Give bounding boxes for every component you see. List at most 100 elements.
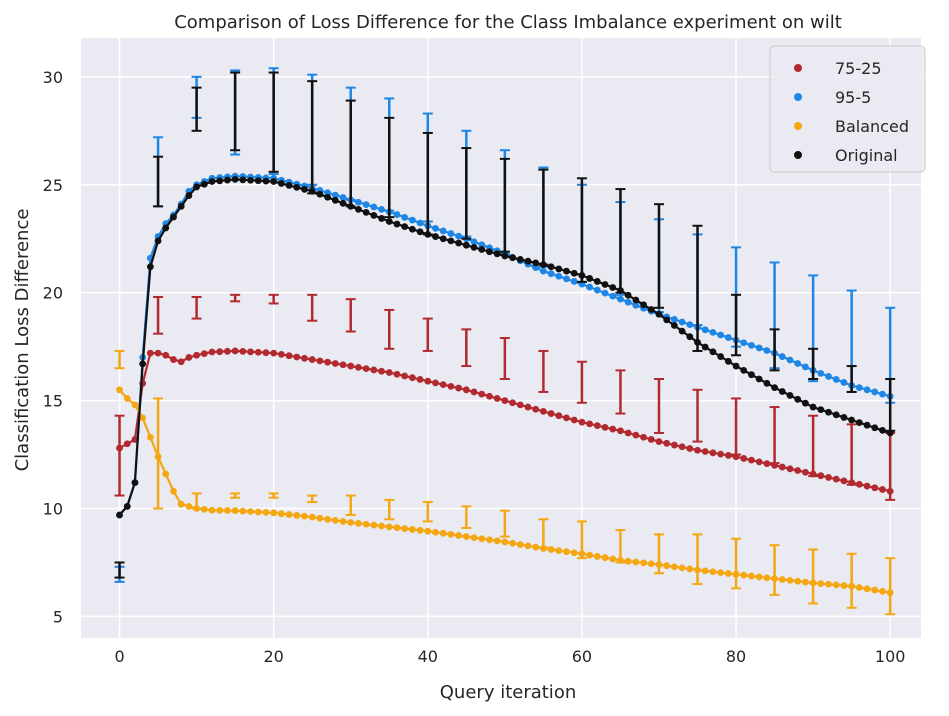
data-point bbox=[863, 585, 871, 593]
data-point bbox=[393, 524, 401, 532]
data-point bbox=[670, 441, 678, 449]
data-point bbox=[509, 399, 516, 407]
legend-label: 95-5 bbox=[835, 88, 871, 107]
data-point bbox=[408, 526, 416, 533]
data-point bbox=[748, 371, 755, 379]
data-point bbox=[324, 193, 332, 201]
data-point bbox=[771, 384, 778, 392]
data-point bbox=[640, 301, 647, 309]
data-point bbox=[624, 291, 632, 299]
data-point bbox=[331, 360, 339, 367]
x-tick-label: 40 bbox=[418, 647, 438, 666]
data-point bbox=[131, 479, 139, 487]
data-point bbox=[254, 348, 262, 356]
data-point bbox=[116, 511, 123, 519]
data-point bbox=[539, 267, 547, 275]
series-3 bbox=[114, 71, 896, 579]
data-point bbox=[193, 505, 200, 512]
data-point bbox=[154, 237, 162, 245]
legend-marker bbox=[794, 64, 802, 72]
data-point bbox=[786, 465, 794, 473]
data-point bbox=[863, 421, 871, 429]
data-point bbox=[632, 296, 640, 304]
data-point bbox=[763, 574, 771, 582]
data-point bbox=[778, 576, 786, 583]
data-point bbox=[347, 202, 355, 210]
data-point bbox=[593, 553, 601, 560]
data-point bbox=[370, 521, 378, 529]
data-point bbox=[208, 506, 216, 514]
data-point bbox=[231, 347, 239, 355]
y-tick-label: 5 bbox=[53, 607, 63, 626]
data-point bbox=[609, 425, 617, 433]
data-point bbox=[424, 377, 432, 385]
data-point bbox=[509, 254, 516, 262]
data-point bbox=[840, 379, 848, 386]
data-point bbox=[717, 331, 725, 339]
data-point bbox=[432, 224, 439, 232]
data-point bbox=[809, 579, 817, 587]
data-point bbox=[486, 536, 493, 544]
data-point bbox=[331, 191, 339, 199]
data-point bbox=[224, 347, 231, 355]
data-point bbox=[355, 205, 362, 213]
data-point bbox=[586, 283, 594, 291]
data-point bbox=[855, 584, 863, 591]
data-point bbox=[362, 208, 370, 216]
data-point bbox=[277, 510, 285, 518]
data-point bbox=[200, 350, 208, 358]
data-point bbox=[509, 539, 516, 547]
data-point bbox=[855, 480, 863, 488]
data-point bbox=[270, 178, 278, 185]
data-point bbox=[601, 281, 609, 288]
data-point bbox=[316, 357, 324, 365]
data-point bbox=[301, 512, 308, 520]
data-point bbox=[247, 348, 254, 356]
legend-marker bbox=[794, 122, 802, 130]
data-point bbox=[802, 399, 809, 407]
data-point bbox=[578, 550, 586, 558]
data-point bbox=[116, 386, 123, 394]
data-point bbox=[378, 522, 385, 530]
x-tick-label: 20 bbox=[263, 647, 283, 666]
data-point bbox=[277, 180, 285, 187]
data-point bbox=[570, 416, 578, 424]
data-point bbox=[123, 395, 131, 402]
data-point bbox=[316, 190, 324, 198]
data-point bbox=[686, 333, 694, 341]
data-point bbox=[686, 445, 694, 452]
legend-marker bbox=[794, 93, 802, 101]
data-point bbox=[185, 502, 193, 510]
data-point bbox=[547, 263, 555, 271]
data-point bbox=[432, 528, 439, 536]
data-point bbox=[116, 444, 123, 452]
data-point bbox=[763, 460, 771, 468]
data-point bbox=[270, 349, 278, 357]
data-point bbox=[802, 363, 809, 371]
y-tick-label: 25 bbox=[43, 176, 63, 195]
data-point bbox=[848, 416, 856, 424]
data-point bbox=[640, 433, 647, 441]
data-point bbox=[478, 241, 486, 249]
data-point bbox=[470, 534, 478, 542]
data-point bbox=[501, 397, 509, 404]
data-point bbox=[162, 351, 170, 359]
y-tick-label: 20 bbox=[43, 284, 63, 303]
data-point bbox=[802, 578, 809, 586]
data-point bbox=[308, 356, 316, 363]
data-point bbox=[316, 514, 324, 522]
data-point bbox=[617, 427, 624, 435]
data-point bbox=[863, 482, 871, 490]
data-point bbox=[701, 343, 709, 351]
data-point bbox=[408, 216, 416, 224]
data-point bbox=[655, 561, 663, 569]
data-point bbox=[624, 298, 632, 306]
data-point bbox=[879, 486, 886, 493]
data-point bbox=[193, 351, 200, 359]
data-point bbox=[378, 215, 385, 222]
data-point bbox=[794, 577, 802, 585]
data-point bbox=[755, 375, 763, 383]
data-point bbox=[825, 580, 832, 588]
data-point bbox=[516, 541, 524, 548]
